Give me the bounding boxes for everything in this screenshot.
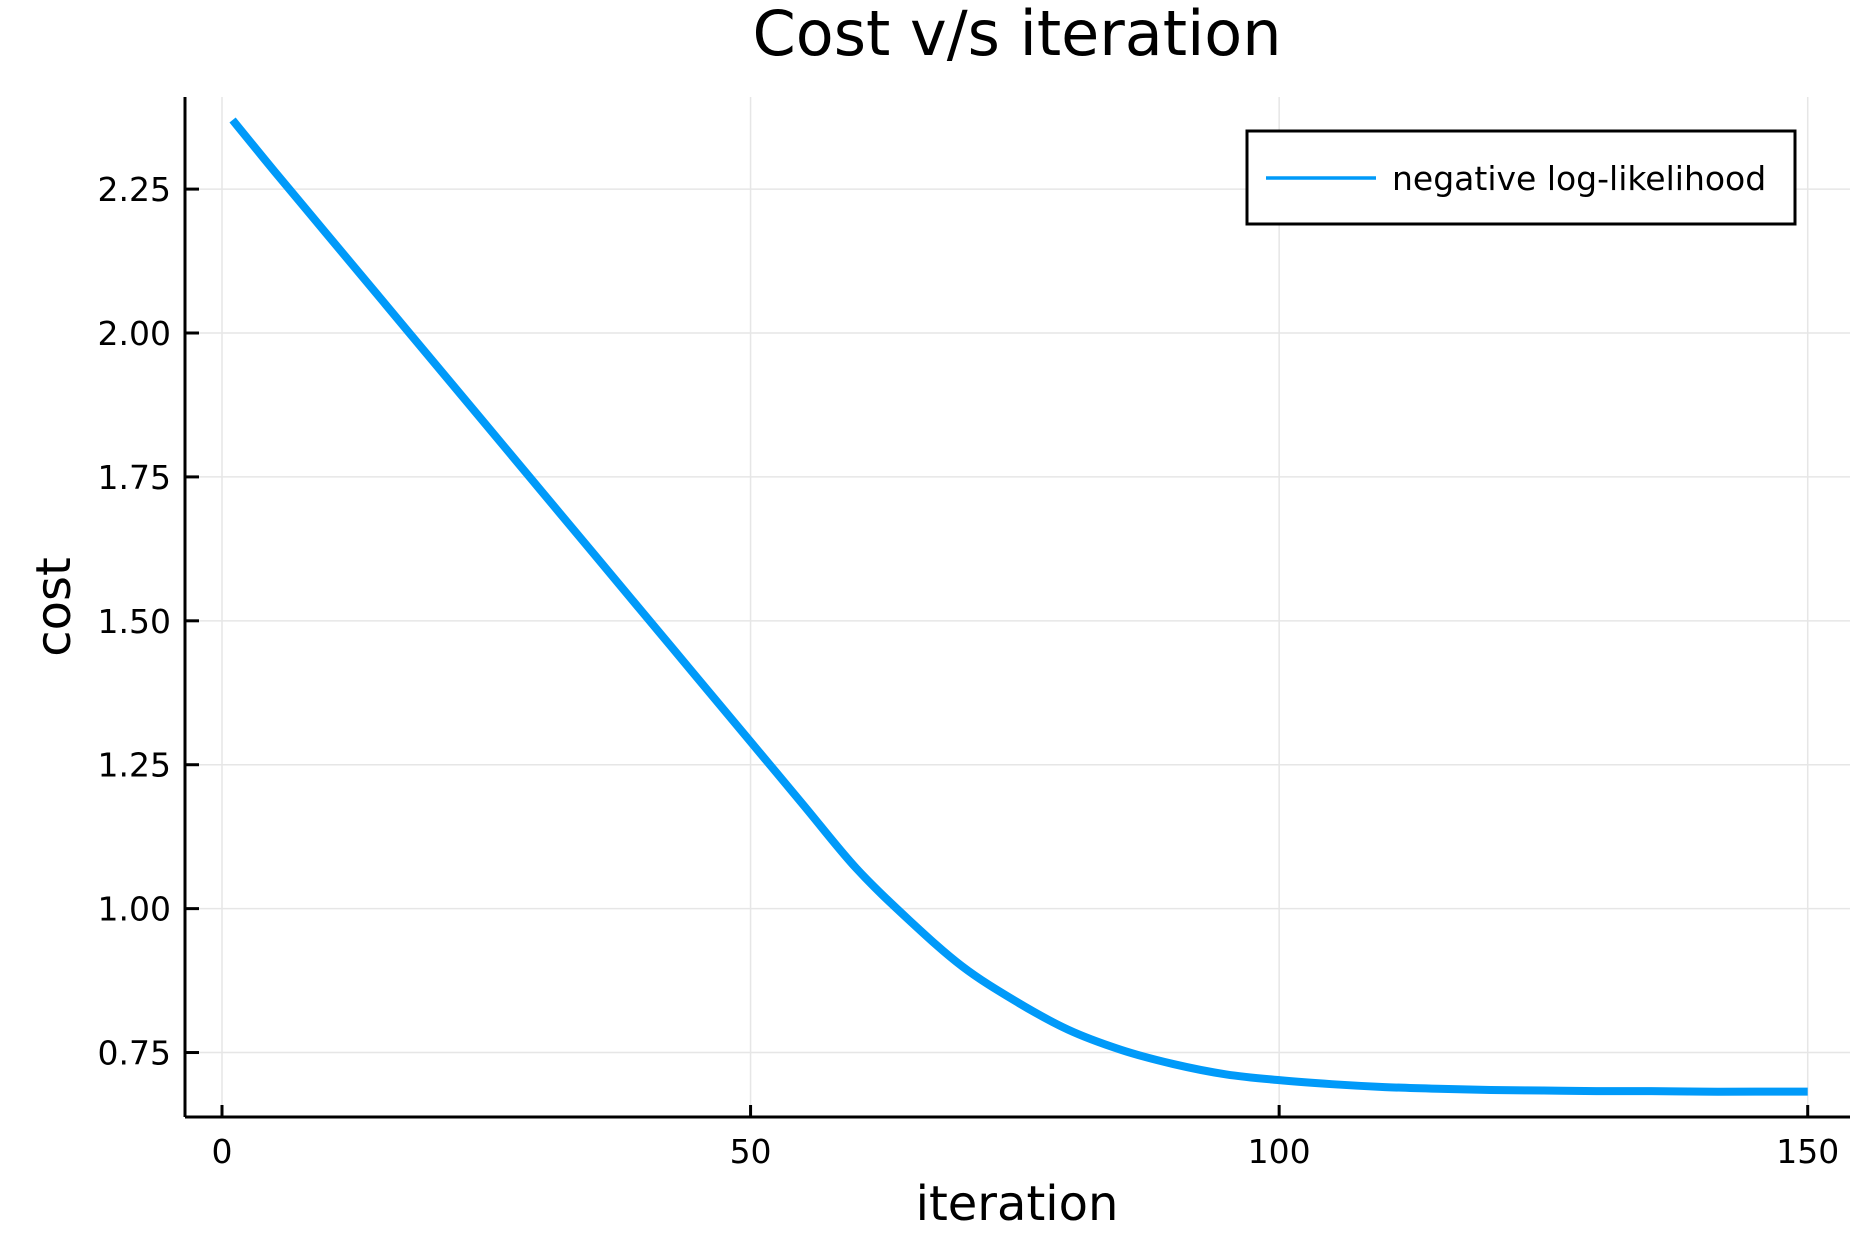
y-tick-label-5: 2.00 <box>98 314 171 353</box>
y-axis-label: cost <box>26 557 82 657</box>
x-tick-label-0: 0 <box>212 1132 233 1171</box>
legend-label: negative log-likelihood <box>1392 159 1766 198</box>
chart-title: Cost v/s iteration <box>752 0 1281 70</box>
y-tick-label-1: 1.00 <box>98 890 171 929</box>
series-line-0 <box>229 117 1808 1096</box>
series-layer <box>229 117 1808 1096</box>
axes <box>183 97 1850 1119</box>
y-tick-label-4: 1.75 <box>98 458 171 497</box>
x-tick-label-2: 100 <box>1248 1132 1311 1171</box>
x-tick-label-3: 150 <box>1776 1132 1839 1171</box>
x-axis-label: iteration <box>916 1176 1119 1232</box>
grid <box>185 97 1850 1117</box>
y-tick-label-2: 1.25 <box>98 746 171 785</box>
ticks: 0 50 100 150 0.75 1.00 1.25 1.50 1.75 2.00 2.25 <box>98 170 1840 1171</box>
x-tick-label-1: 50 <box>730 1132 772 1171</box>
y-tick-label-3: 1.50 <box>98 602 171 641</box>
y-tick-label-0: 0.75 <box>98 1034 171 1073</box>
y-tick-label-6: 2.25 <box>98 170 171 209</box>
legend: negative log-likelihood <box>1245 129 1797 226</box>
